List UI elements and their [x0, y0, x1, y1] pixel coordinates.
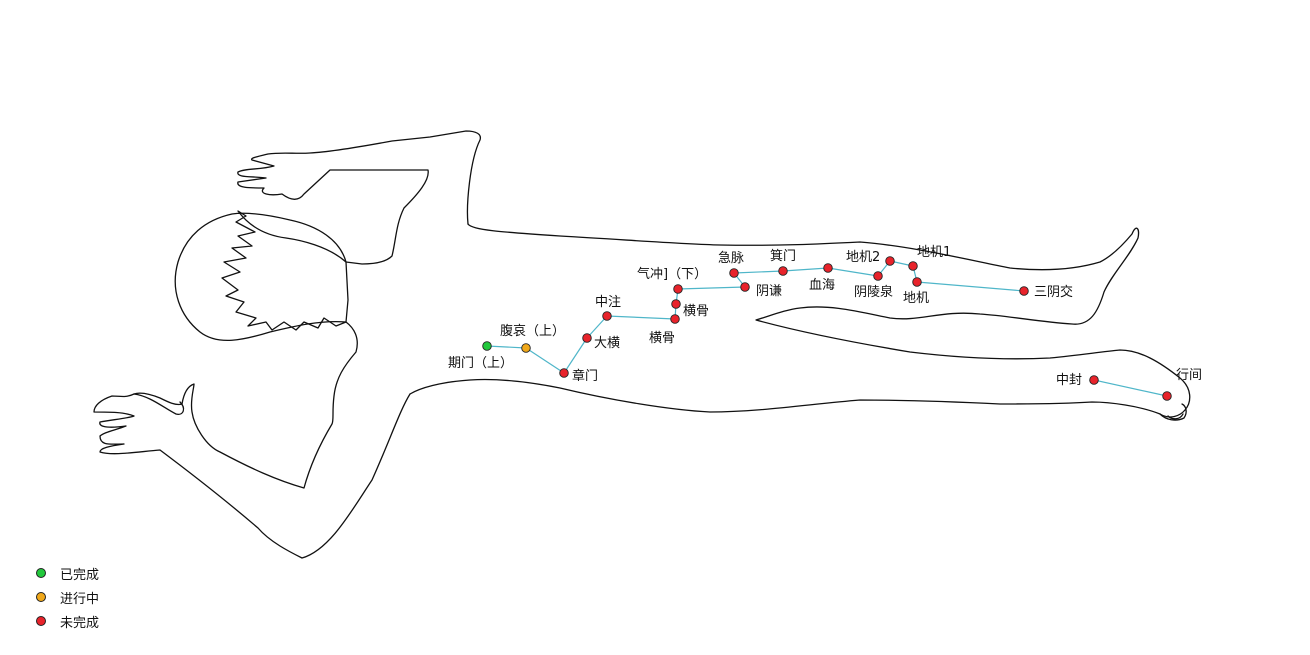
connector-p3-p4: [563, 337, 588, 374]
acupoint-p19[interactable]: [1162, 391, 1172, 401]
connector-p2-p3: [525, 347, 565, 374]
legend-item-not-completed: 未完成: [36, 609, 99, 633]
acupoint-p8[interactable]: [673, 284, 683, 294]
acupoint-label-p2: 腹哀（上）: [500, 323, 565, 339]
body-outline: [93, 130, 1191, 559]
acupoint-p15[interactable]: [908, 261, 918, 271]
connector-p12-p13: [827, 267, 879, 277]
acupoint-label-p10: 急脉: [718, 251, 744, 266]
legend-item-in-progress: 进行中: [36, 585, 99, 609]
acupoint-p5[interactable]: [602, 311, 612, 321]
connector-p10-p11: [733, 270, 784, 274]
acupoint-p10[interactable]: [729, 268, 739, 278]
upper-arm-outline: [237, 130, 482, 265]
connector-p1-p2: [486, 345, 527, 349]
acupoint-p7[interactable]: [671, 299, 681, 309]
acupoint-label-p15: 地机1: [917, 245, 951, 260]
connector-p18-p19: [1093, 379, 1168, 397]
thumb-outline: [133, 393, 185, 415]
lower-arm-outline: [93, 321, 411, 559]
acupoint-label-p9: 阴谦: [756, 284, 782, 299]
acupoint-p4[interactable]: [582, 333, 592, 343]
acupoint-label-p19: 行间: [1176, 368, 1202, 383]
acupoint-p16[interactable]: [912, 277, 922, 287]
head-outline: [174, 212, 347, 342]
status-legend: 已完成 进行中 未完成: [36, 561, 99, 633]
acupoint-markers[interactable]: [482, 256, 1172, 401]
acupoint-label-p12: 血海: [809, 278, 835, 293]
acupoint-label-p16: 地机: [903, 291, 929, 306]
acupoint-p2[interactable]: [521, 343, 531, 353]
hair-outline: [221, 210, 349, 331]
acupoint-label-p3: 章门: [572, 368, 598, 384]
acupoint-label-p11: 箕门: [770, 248, 796, 264]
connector-p5-p6: [606, 315, 676, 320]
foot-toes-outline: [1159, 403, 1187, 421]
acupoint-label-p1: 期门（上）: [448, 356, 513, 371]
acupoint-label-p4: 大横: [594, 336, 620, 351]
acupoint-label-p14: 地机2: [846, 250, 880, 265]
acupoint-p17[interactable]: [1019, 286, 1029, 296]
legend-item-completed: 已完成: [36, 561, 99, 585]
not-completed-dot-icon: [36, 616, 46, 626]
acupoint-p13[interactable]: [873, 271, 883, 281]
torso-leg-outline: [409, 223, 1191, 418]
acupoint-p6[interactable]: [670, 314, 680, 324]
acupoint-label-p7: 横骨: [683, 304, 709, 319]
acupoint-label-p5: 中注: [595, 295, 621, 310]
acupoint-p1[interactable]: [482, 341, 492, 351]
acupoint-p18[interactable]: [1089, 375, 1099, 385]
completed-dot-icon: [36, 568, 46, 578]
acupoint-labels: 期门（上） 腹哀（上） 章门 大横 中注 横骨 横骨 气冲]（下） 阴谦 急脉 …: [448, 245, 1202, 388]
acupoint-label-p18: 中封: [1056, 373, 1082, 388]
acupoint-p3[interactable]: [559, 368, 569, 378]
connector-p4-p5: [586, 315, 608, 339]
legend-label-in-progress: 进行中: [60, 591, 100, 607]
in-progress-dot-icon: [36, 592, 46, 602]
acupoint-label-p17: 三阴交: [1034, 284, 1073, 300]
acupoint-p11[interactable]: [778, 266, 788, 276]
acupoint-label-p6: 横骨: [649, 331, 675, 346]
acupoint-p12[interactable]: [823, 263, 833, 273]
acupoint-label-p8: 气冲]（下）: [637, 266, 707, 282]
connector-p11-p12: [782, 267, 829, 272]
acupoint-label-p13: 阴陵泉: [854, 284, 893, 300]
legend-label-not-completed: 未完成: [60, 615, 100, 631]
acupoint-p9[interactable]: [740, 282, 750, 292]
legend-label-completed: 已完成: [60, 567, 100, 583]
connector-p16-p17: [916, 281, 1025, 292]
connector-p8-p9: [677, 286, 746, 290]
acupoint-p14[interactable]: [885, 256, 895, 266]
